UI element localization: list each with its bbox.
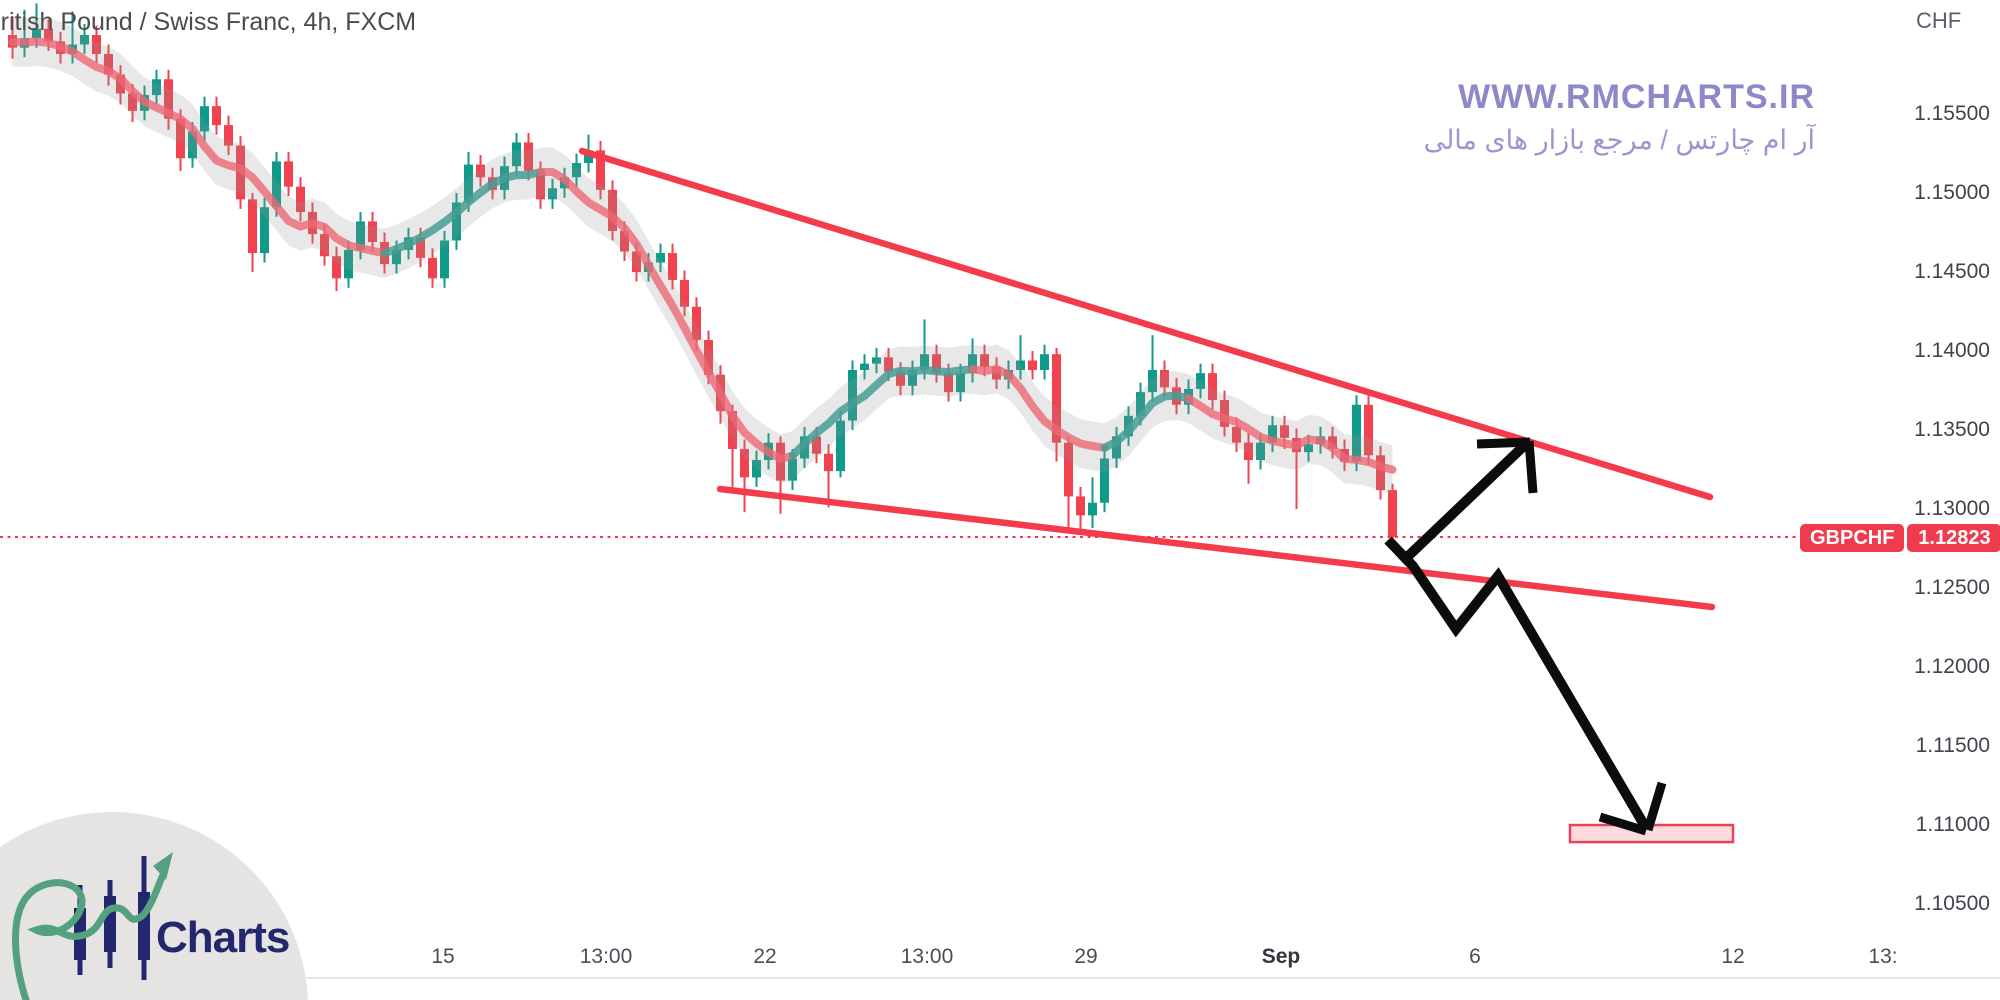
time-tick-label: 29 (1074, 945, 1098, 968)
price-tick-label: 1.13500 (1914, 418, 1990, 442)
time-tick-label: 13:00 (579, 945, 633, 968)
time-tick-label: 22 (753, 945, 777, 968)
rmcharts-logo: Charts (0, 812, 308, 1000)
last-price-label: GBPCHF 1.12823 (1800, 524, 2000, 552)
watermark-subtitle-farsi: آر ام چارتس / مرجع بازار های مالی (1423, 125, 1815, 155)
quote-currency-label: CHF (1916, 8, 1962, 33)
logo-circle (0, 812, 308, 1000)
wedge-lower-trendline[interactable] (716, 485, 1716, 611)
time-axis-separator (0, 977, 2000, 979)
price-tick-label: 1.15000 (1914, 181, 1990, 205)
price-tick-label: 1.14000 (1914, 339, 1990, 363)
symbol-title[interactable]: British Pound / Swiss Franc, 4h, FXCM (0, 8, 417, 36)
projection-down-zigzag-arrow[interactable] (1384, 536, 1667, 836)
price-tick-label: 1.11000 (1915, 813, 1990, 837)
price-tick-label: 1.13000 (1914, 497, 1990, 521)
price-tick-label: 1.14500 (1914, 260, 1990, 284)
time-tick-label: 13: (1868, 945, 1898, 968)
last-price-symbol: GBPCHF (1800, 524, 1905, 552)
projection-up-arrow[interactable] (1398, 437, 1538, 566)
time-tick-label: 15 (431, 945, 455, 968)
price-tick-label: 1.11500 (1915, 734, 1990, 758)
price-tick-label: 1.12500 (1914, 576, 1990, 600)
price-tick-label: 1.15500 (1914, 102, 1990, 126)
time-tick-label: 12 (1721, 945, 1745, 968)
ma-ribbon-indicator (8, 16, 1397, 495)
price-tick-label: 1.12000 (1914, 655, 1990, 679)
logo-wordmark: Charts (156, 913, 289, 962)
time-tick-label: 6 (1469, 945, 1481, 968)
watermark-site-url: WWW.RMCHARTS.IR (1458, 78, 1815, 116)
last-price-value: 1.12823 (1907, 524, 2000, 552)
logo-swoosh-arrow-icon (12, 852, 173, 1000)
watermark: WWW.RMCHARTS.IR آر ام چارتس / مرجع بازار… (1424, 78, 1815, 156)
price-tick-label: 1.10500 (1914, 892, 1990, 916)
time-tick-label: 13:00 (900, 945, 954, 968)
time-tick-label: Sep (1261, 945, 1301, 968)
